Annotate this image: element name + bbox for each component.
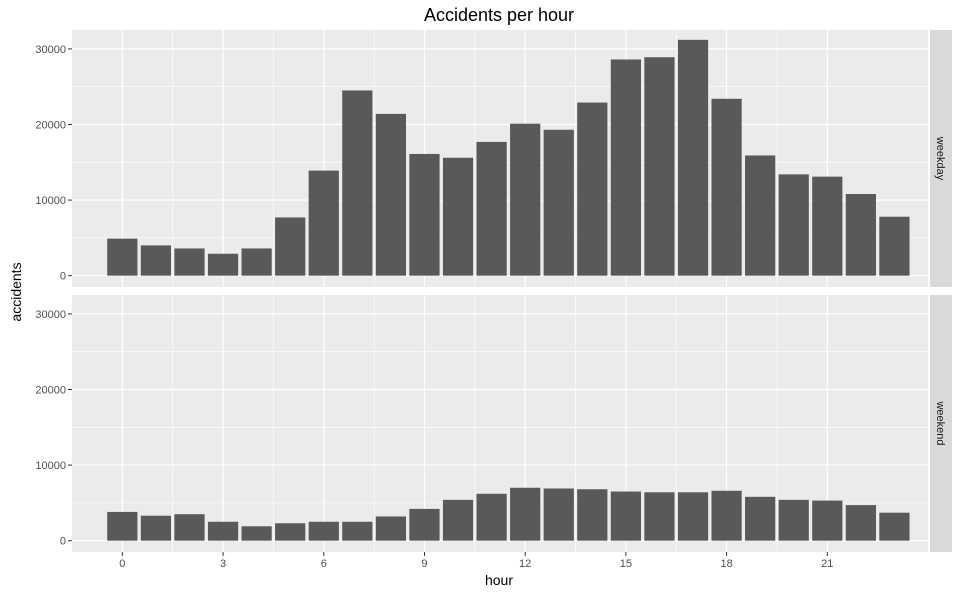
bar-weekend-hour-11 (476, 493, 507, 541)
bar-weekday-hour-5 (275, 217, 306, 276)
bar-weekend-hour-8 (375, 516, 407, 541)
x-tick-label: 12 (519, 558, 531, 570)
bar-weekday-hour-21 (812, 176, 843, 276)
bar-weekend-hour-23 (879, 512, 910, 541)
y-tick-label: 0 (60, 536, 66, 548)
bar-weekend-hour-20 (778, 499, 809, 541)
bar-weekend-hour-15 (610, 491, 641, 541)
y-tick-label: 10000 (35, 195, 66, 207)
bar-weekend-hour-22 (845, 505, 876, 541)
bar-weekday-hour-9 (409, 153, 440, 276)
x-axis-title: hour (485, 572, 513, 588)
bar-weekday-hour-4 (241, 248, 272, 276)
bar-weekday-hour-7 (342, 90, 373, 276)
x-tick-label: 3 (220, 558, 226, 570)
x-tick-label: 21 (821, 558, 833, 570)
bar-weekend-hour-10 (442, 499, 474, 541)
bar-weekday-hour-13 (543, 129, 574, 276)
y-tick-label: 30000 (35, 309, 66, 321)
x-tick-label: 18 (720, 558, 732, 570)
bar-weekday-hour-10 (442, 157, 474, 276)
bar-weekend-hour-3 (207, 521, 239, 541)
bar-weekend-hour-9 (409, 508, 440, 541)
bar-weekend-hour-12 (510, 487, 541, 541)
bar-weekend-hour-6 (308, 521, 339, 541)
bar-weekend-hour-14 (577, 489, 608, 541)
y-axis-title: accidents (8, 262, 24, 321)
bar-weekday-hour-1 (140, 245, 172, 276)
bar-weekend-hour-13 (543, 488, 574, 541)
facet-panel-weekday: 0 10000 20000 30000 weekday (35, 30, 952, 287)
facet-panels: 0 10000 20000 30000 weekday 0 10000 20000 30000 w… (35, 30, 952, 552)
bar-weekend-hour-2 (174, 514, 205, 541)
bar-weekday-hour-20 (778, 174, 809, 276)
x-tick-label: 6 (321, 558, 327, 570)
bar-weekend-hour-16 (644, 492, 675, 541)
bar-weekday-hour-15 (610, 59, 641, 276)
bar-weekday-hour-19 (745, 155, 776, 276)
y-tick-label: 20000 (35, 384, 66, 396)
chart-title: Accidents per hour (424, 5, 574, 25)
bar-weekday-hour-0 (107, 238, 138, 276)
facet-strip-label: weekday (934, 136, 946, 181)
facet-strip (930, 30, 952, 287)
bar-weekday-hour-18 (711, 98, 742, 276)
facet-strip (930, 295, 952, 552)
bar-weekend-hour-0 (107, 511, 138, 541)
bar-weekend-hour-18 (711, 490, 742, 541)
bar-weekend-hour-4 (241, 526, 272, 541)
bar-weekend-hour-1 (140, 515, 172, 541)
facet-panel-weekend: 0 10000 20000 30000 weekend (35, 295, 952, 552)
y-tick-label: 10000 (35, 460, 66, 472)
bar-weekday-hour-11 (476, 141, 507, 276)
x-tick-label: 0 (119, 558, 125, 570)
bar-weekday-hour-14 (577, 102, 608, 276)
bar-weekend-hour-5 (275, 523, 306, 541)
bar-weekday-hour-22 (845, 194, 876, 276)
bar-weekday-hour-23 (879, 216, 910, 276)
x-tick-label: 15 (620, 558, 632, 570)
bar-weekday-hour-3 (207, 253, 239, 276)
bar-weekend-hour-7 (342, 521, 373, 541)
bar-weekend-hour-21 (812, 500, 843, 541)
bar-weekday-hour-12 (510, 123, 541, 276)
bar-weekend-hour-17 (677, 492, 709, 541)
facet-strip-label: weekend (934, 400, 946, 445)
bar-weekday-hour-2 (174, 248, 205, 276)
bar-weekday-hour-16 (644, 57, 675, 276)
bar-weekend-hour-19 (745, 496, 776, 541)
bar-weekday-hour-8 (375, 113, 407, 276)
x-tick-label: 9 (421, 558, 427, 570)
y-tick-label: 30000 (35, 44, 66, 56)
bar-weekday-hour-6 (308, 170, 339, 276)
y-tick-label: 0 (60, 271, 66, 283)
y-tick-label: 20000 (35, 119, 66, 131)
bar-weekday-hour-17 (677, 39, 709, 276)
x-axis: 0 3 6 9 12 15 18 21 (119, 552, 833, 570)
